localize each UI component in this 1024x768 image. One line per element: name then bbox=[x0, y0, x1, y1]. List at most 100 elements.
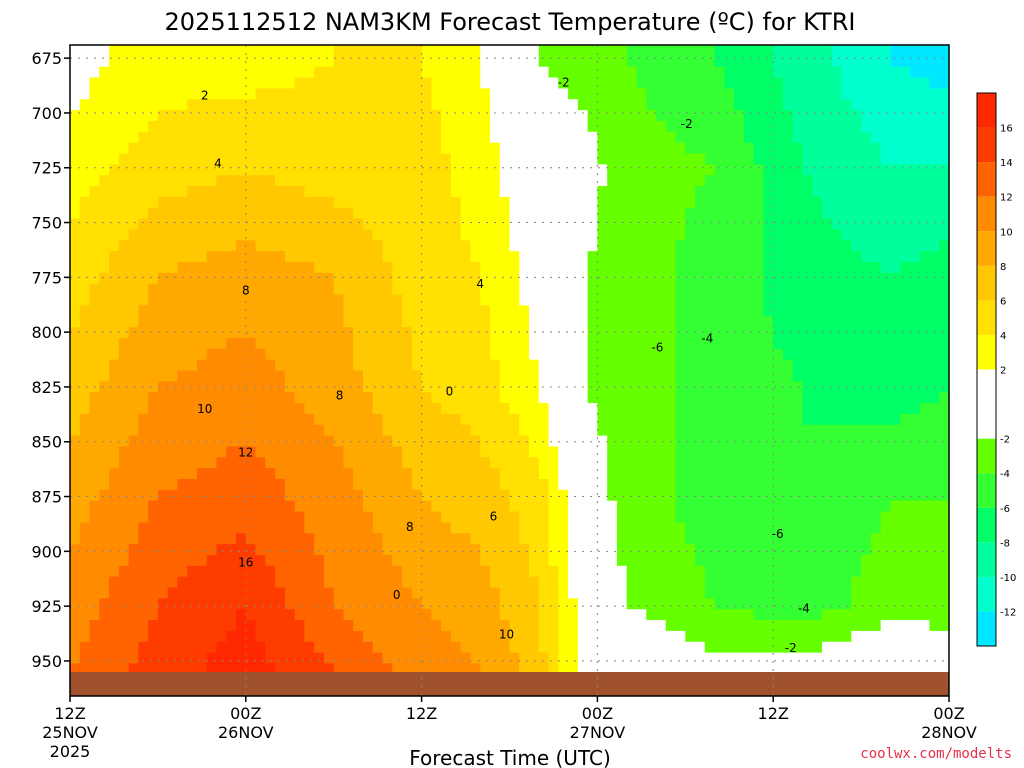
temperature-cell bbox=[109, 229, 120, 241]
temperature-cell bbox=[226, 196, 237, 209]
temperature-cell bbox=[99, 175, 110, 187]
temperature-cell bbox=[704, 609, 716, 621]
temperature-cell bbox=[792, 251, 804, 263]
temperature-cell bbox=[187, 403, 198, 415]
temperature-cell bbox=[304, 186, 315, 198]
temperature-cell bbox=[685, 272, 696, 285]
temperature-cell bbox=[597, 663, 608, 675]
temperature-cell bbox=[245, 435, 257, 448]
temperature-cell bbox=[568, 348, 579, 361]
temperature-cell bbox=[841, 316, 852, 328]
temperature-cell bbox=[353, 630, 364, 643]
temperature-cell bbox=[343, 620, 354, 632]
temperature-cell bbox=[304, 392, 315, 404]
temperature-cell bbox=[167, 196, 179, 209]
temperature-cell bbox=[128, 207, 139, 220]
temperature-cell bbox=[773, 576, 784, 589]
temperature-cell bbox=[616, 66, 628, 79]
temperature-cell bbox=[861, 153, 872, 165]
temperature-cell bbox=[782, 609, 794, 621]
temperature-cell bbox=[206, 99, 218, 111]
temperature-cell bbox=[802, 262, 813, 274]
temperature-cell bbox=[70, 186, 81, 198]
temperature-cell bbox=[753, 511, 765, 523]
temperature-cell bbox=[509, 435, 520, 448]
temperature-cell bbox=[441, 457, 452, 469]
temperature-cell bbox=[597, 609, 608, 621]
temperature-cell bbox=[167, 110, 179, 122]
temperature-cell bbox=[812, 576, 823, 589]
temperature-cell bbox=[773, 262, 784, 274]
temperature-cell bbox=[822, 630, 833, 643]
temperature-cell bbox=[275, 641, 286, 654]
temperature-cell bbox=[392, 511, 403, 523]
temperature-cell bbox=[363, 131, 374, 144]
temperature-cell bbox=[489, 392, 501, 404]
temperature-cell bbox=[597, 424, 608, 437]
temperature-cell bbox=[79, 272, 91, 285]
temperature-cell bbox=[616, 511, 628, 523]
temperature-cell bbox=[304, 511, 315, 523]
temperature-cell bbox=[148, 196, 159, 209]
temperature-cell bbox=[831, 218, 843, 231]
temperature-cell bbox=[255, 186, 266, 198]
temperature-cell bbox=[802, 218, 813, 231]
temperature-cell bbox=[568, 186, 579, 198]
temperature-cell bbox=[323, 164, 335, 176]
temperature-cell bbox=[431, 533, 442, 545]
temperature-cell bbox=[822, 403, 833, 415]
temperature-cell bbox=[646, 565, 657, 578]
temperature-cell bbox=[773, 587, 784, 599]
temperature-cell bbox=[323, 359, 335, 372]
temperature-cell bbox=[245, 370, 257, 382]
temperature-cell bbox=[304, 565, 315, 578]
temperature-cell bbox=[499, 533, 511, 545]
temperature-cell bbox=[118, 370, 130, 382]
temperature-cell bbox=[695, 99, 706, 111]
temperature-cell bbox=[646, 305, 657, 317]
temperature-cell bbox=[284, 131, 296, 144]
temperature-cell bbox=[480, 576, 491, 589]
temperature-cell bbox=[79, 435, 91, 448]
temperature-cell bbox=[587, 413, 598, 426]
temperature-cell bbox=[782, 652, 794, 665]
temperature-cell bbox=[831, 99, 843, 111]
temperature-cell bbox=[245, 641, 257, 654]
temperature-cell bbox=[636, 533, 647, 545]
temperature-cell bbox=[685, 251, 696, 263]
temperature-cell bbox=[402, 120, 413, 133]
temperature-cell bbox=[704, 511, 716, 523]
temperature-cell bbox=[548, 55, 559, 68]
temperature-cell bbox=[411, 468, 423, 480]
temperature-cell bbox=[529, 522, 540, 534]
temperature-cell bbox=[812, 283, 823, 296]
temperature-cell bbox=[89, 587, 100, 599]
temperature-cell bbox=[392, 663, 403, 675]
temperature-cell bbox=[79, 424, 91, 437]
temperature-cell bbox=[216, 45, 227, 57]
temperature-cell bbox=[353, 663, 364, 675]
temperature-cell bbox=[704, 164, 716, 176]
temperature-cell bbox=[411, 77, 423, 89]
temperature-cell bbox=[89, 175, 100, 187]
temperature-cell bbox=[499, 630, 511, 643]
temperature-cell bbox=[607, 446, 618, 458]
temperature-cell bbox=[245, 283, 257, 296]
temperature-cell bbox=[177, 663, 188, 675]
temperature-cell bbox=[245, 99, 257, 111]
temperature-cell bbox=[812, 164, 823, 176]
temperature-cell bbox=[216, 630, 227, 643]
temperature-cell bbox=[665, 131, 677, 144]
temperature-cell bbox=[831, 609, 843, 621]
temperature-cell bbox=[284, 88, 296, 100]
temperature-cell bbox=[675, 468, 686, 480]
temperature-cell bbox=[470, 142, 481, 155]
temperature-cell bbox=[157, 413, 169, 426]
temperature-cell bbox=[538, 652, 550, 665]
temperature-cell bbox=[402, 131, 413, 144]
temperature-cell bbox=[99, 370, 110, 382]
temperature-cell bbox=[831, 370, 843, 382]
temperature-cell bbox=[626, 359, 638, 372]
temperature-cell bbox=[812, 66, 823, 79]
temperature-cell bbox=[704, 142, 716, 155]
